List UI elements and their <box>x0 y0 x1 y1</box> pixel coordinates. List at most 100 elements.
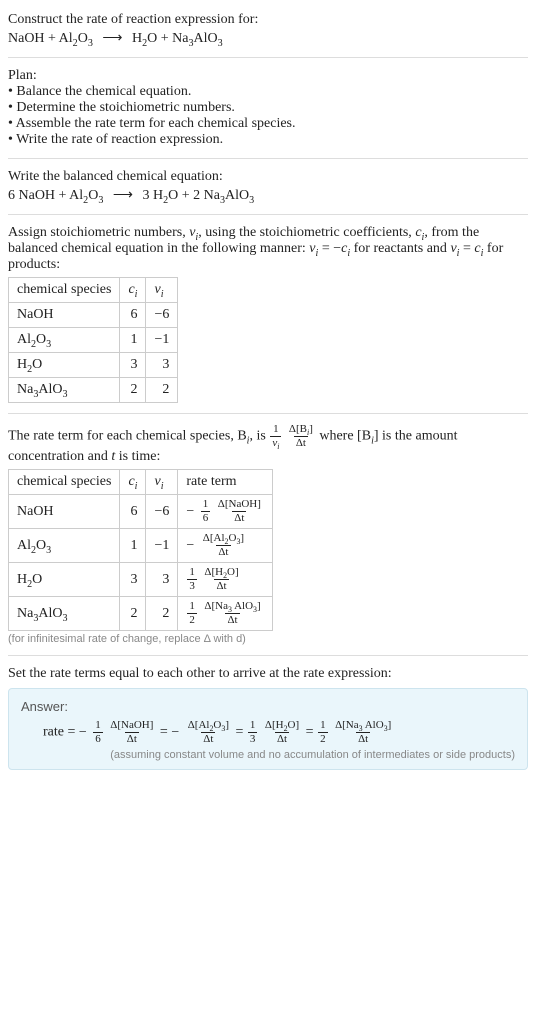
table-row: NaOH 6 −6 <box>9 303 178 328</box>
intro-lhs1: NaOH + Al <box>8 31 73 46</box>
num: 1 <box>187 601 197 613</box>
frac: Δ[H2O] Δt <box>202 567 240 592</box>
rateterm-table: chemical species ci νi rate term NaOH 6 … <box>8 469 273 631</box>
cell-ci: 3 <box>120 563 146 597</box>
txt: Δ[H <box>204 566 223 578</box>
sub: 3 <box>63 389 68 400</box>
frac-dBi-dt: Δ[Bi] Δt <box>287 424 315 449</box>
den: Δt <box>275 732 289 745</box>
table-row: Al2O3 1 −1 <box>9 328 178 353</box>
num: Δ[Al2O3] <box>186 720 231 732</box>
num: 1 <box>93 720 103 732</box>
plan-section: Plan: • Balance the chemical equation. •… <box>8 64 528 156</box>
table-footnote: (for infinitesimal rate of change, repla… <box>8 633 528 645</box>
final-title: Set the rate terms equal to each other t… <box>8 666 528 682</box>
den: Δt <box>232 511 246 524</box>
cell-rate: 13 Δ[H2O] Δt <box>178 563 273 597</box>
sub: 3 <box>63 612 68 623</box>
cell-nui: 2 <box>146 378 178 403</box>
plan-title: Plan: <box>8 68 528 84</box>
cell-nui: −6 <box>146 495 178 529</box>
sub-i: i <box>277 442 279 451</box>
txt: ] <box>240 532 244 544</box>
intro-lhs2: O <box>78 31 88 46</box>
den: 6 <box>93 732 103 745</box>
num: 1 <box>187 567 197 579</box>
frac: 12 <box>187 601 197 626</box>
cell-species: Na3AlO3 <box>9 378 120 403</box>
balance-section: Write the balanced chemical equation: 6 … <box>8 165 528 212</box>
sub: 3 <box>249 195 254 206</box>
sub-i: i <box>161 289 164 300</box>
cell-nui: −6 <box>146 303 178 328</box>
txt: , is <box>249 429 269 444</box>
den: 2 <box>187 613 197 626</box>
arrow-icon: ⟶ <box>102 30 122 47</box>
intro-rhs2: O + Na <box>147 31 188 46</box>
num: 1 <box>201 499 211 511</box>
assign-text: Assign stoichiometric numbers, νi, using… <box>8 225 528 273</box>
eq: = <box>306 725 317 740</box>
num: Δ[NaOH] <box>108 720 155 732</box>
divider <box>8 214 528 215</box>
sub-i: i <box>135 481 138 492</box>
cell-nui: 3 <box>146 563 178 597</box>
txt: is time: <box>115 449 160 464</box>
stoich-table: chemical species ci νi NaOH 6 −6 Al2O3 1… <box>8 277 178 403</box>
bal-rhs2: O + 2 Na <box>168 188 220 203</box>
frac: 13 <box>248 720 258 745</box>
txt: AlO <box>232 600 253 612</box>
answer-note: (assuming constant volume and no accumul… <box>21 749 515 761</box>
balance-title: Write the balanced chemical equation: <box>8 169 528 185</box>
txt: O <box>32 572 42 587</box>
plan-item: • Determine the stoichiometric numbers. <box>8 100 528 116</box>
den: Δt <box>201 732 215 745</box>
txt: Δ[H <box>265 719 284 731</box>
txt: ] <box>388 719 392 731</box>
txt: Δ[Na <box>204 600 228 612</box>
arrow-icon: ⟶ <box>113 187 133 204</box>
txt: Δ[B <box>289 423 307 435</box>
num: Δ[NaOH] <box>216 499 263 511</box>
neg: − <box>186 504 194 520</box>
den: Δt <box>214 579 228 592</box>
frac: Δ[H2O] Δt <box>263 720 301 745</box>
sub-i: i <box>135 289 138 300</box>
txt: AlO <box>38 606 62 621</box>
eq: = <box>236 725 247 740</box>
txt: H <box>17 572 27 587</box>
txt: ] <box>225 719 229 731</box>
txt: The rate term for each chemical species,… <box>8 429 247 444</box>
txt: Na <box>17 382 33 397</box>
sub: 3 <box>46 339 51 350</box>
frac: Δ[NaOH]Δt <box>216 499 263 524</box>
num: Δ[H2O] <box>202 567 240 579</box>
cell-ci: 1 <box>120 529 146 563</box>
num: 1 <box>271 424 281 436</box>
eq: = <box>160 725 171 740</box>
den: 2 <box>318 732 328 745</box>
plan-item: • Assemble the rate term for each chemic… <box>8 116 528 132</box>
txt: for reactants and <box>350 241 450 256</box>
txt: , using the stoichiometric coefficients, <box>198 225 415 240</box>
frac: 13 <box>187 567 197 592</box>
intro-rhs3: AlO <box>194 31 218 46</box>
intro-section: Construct the rate of reaction expressio… <box>8 8 528 55</box>
sub-i: i <box>161 481 164 492</box>
table-row: Al2O3 1 −1 − Δ[Al2O3] Δt <box>9 529 273 563</box>
table-row: H2O 3 3 <box>9 353 178 378</box>
frac: 12 <box>318 720 328 745</box>
cell-nui: −1 <box>146 328 178 353</box>
col-nui: νi <box>146 278 178 303</box>
bal-lhs2: O <box>88 188 98 203</box>
num: 1 <box>248 720 258 732</box>
txt: O] <box>227 566 239 578</box>
table-row: Na3AlO3 2 2 <box>9 378 178 403</box>
col-nui: νi <box>146 470 178 495</box>
frac: Δ[Al2O3] Δt <box>201 533 246 558</box>
cell-species: H2O <box>9 353 120 378</box>
neg: − <box>186 538 194 554</box>
divider <box>8 158 528 159</box>
answer-box: Answer: rate = − 16 Δ[NaOH]Δt = − Δ[Al2O… <box>8 688 528 770</box>
num: 1 <box>318 720 328 732</box>
